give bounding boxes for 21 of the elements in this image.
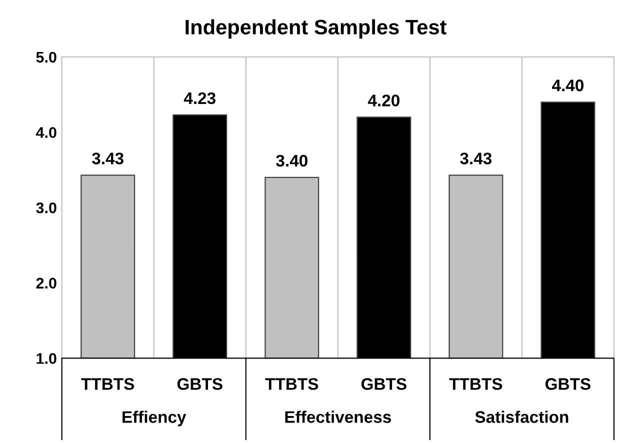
data-label: 4.20 xyxy=(368,94,400,106)
x-tick-label: TTBTS xyxy=(81,378,134,390)
y-tick-label: 3.0 xyxy=(36,202,56,214)
x-tick-label: GBTS xyxy=(177,378,222,390)
y-tick-label: 1.0 xyxy=(36,353,56,364)
data-label: 3.40 xyxy=(276,154,308,167)
text: Effiency xyxy=(122,410,186,426)
y-tick-label: 4.0 xyxy=(36,127,56,138)
text: Satisfaction xyxy=(475,410,568,423)
y-tick-label: 2.0 xyxy=(36,278,56,289)
chart-title: Independent Samples Test xyxy=(186,19,446,39)
data-label: 3.43 xyxy=(460,152,492,164)
y-tick-label: 5.0 xyxy=(36,52,56,63)
x-tick-label: GBTS xyxy=(545,378,590,390)
x-tick-label: TTBTS xyxy=(449,378,502,390)
text: Effectiveness xyxy=(285,410,391,423)
data-label: 4.23 xyxy=(184,92,216,104)
data-label: 3.43 xyxy=(92,152,124,164)
data-label: 4.40 xyxy=(552,80,584,92)
x-tick-label: GBTS xyxy=(361,378,406,390)
x-tick-label: TTBTS xyxy=(265,378,318,390)
